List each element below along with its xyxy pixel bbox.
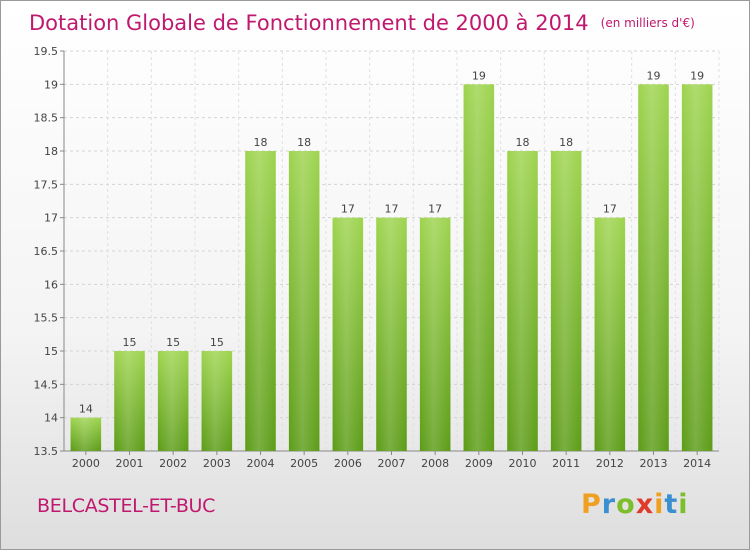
chart-title: Dotation Globale de Fonctionnement de 20… [29,7,695,39]
x-tick-label: 2014 [683,457,711,470]
bar-highlight [550,151,582,451]
bar-value-label: 18 [254,136,268,149]
x-tick-label: 2008 [421,457,449,470]
y-tick-label: 15.5 [34,312,59,325]
bar-value-label: 17 [341,203,355,216]
bar-labels: 14 15 15 15 18 18 17 17 17 19 18 18 17 19 19 [79,69,704,415]
y-tick-label: 16 [44,278,58,291]
logo-letter: o [616,489,636,520]
bar-value-label: 18 [559,136,573,149]
y-tick-label: 13.5 [34,445,59,458]
x-tick-label: 2012 [596,457,624,470]
y-tick-label: 19 [44,78,58,91]
bar-value-label: 19 [647,69,661,82]
bar-highlight [507,151,538,451]
y-tick-label: 17 [44,212,58,225]
bar-value-label: 15 [123,336,137,349]
x-tick-label: 2004 [247,457,275,470]
chart-subtitle: (en milliers d'€) [600,16,695,30]
logo-letter: P [581,489,602,520]
y-tick-label: 18 [44,145,58,158]
bar-value-label: 15 [210,336,224,349]
bar-highlight [157,351,189,451]
bar-value-label: 17 [428,203,442,216]
x-tick-label: 2009 [465,457,493,470]
x-tick-label: 2000 [72,457,100,470]
bar-highlight [419,217,451,451]
x-tick-label: 2002 [159,457,187,470]
bar-highlight [201,351,233,451]
bar-highlight [114,351,145,451]
logo-letter: i [678,489,689,520]
logo-letter: r [601,489,617,520]
bars [70,84,713,451]
x-tick-label: 2003 [203,457,231,470]
chart-title-text: Dotation Globale de Fonctionnement de 20… [29,11,589,35]
logo-letter: x [635,489,655,520]
y-tick-label: 16.5 [34,245,59,258]
y-tick-label: 17.5 [34,178,59,191]
bar-value-label: 14 [79,403,93,416]
x-tick-label: 2001 [116,457,144,470]
bar-highlight [638,84,669,451]
x-tick-label: 2010 [509,457,537,470]
y-tick-label: 15 [44,345,58,358]
bar-value-label: 19 [472,69,486,82]
bar-highlight [245,151,276,451]
bar-value-label: 18 [516,136,530,149]
bar-value-label: 17 [385,203,399,216]
logo-letter: i [654,489,665,520]
bar-value-label: 17 [603,203,617,216]
bar-value-label: 19 [690,69,704,82]
bar-highlight [70,417,102,451]
commune-name: BELCASTEL-ET-BUC [37,495,216,517]
x-tick-label: 2006 [334,457,362,470]
bar-highlight [332,217,364,451]
bar-value-label: 15 [166,336,180,349]
y-tick-label: 19.5 [34,45,59,58]
y-tick-label: 14.5 [34,378,59,391]
bar-value-label: 18 [297,136,311,149]
bar-highlight [463,84,495,451]
x-tick-label: 2013 [640,457,668,470]
y-tick-label: 14 [44,412,58,425]
logo-letter: t [664,489,679,520]
x-tick-label: 2005 [290,457,318,470]
bar-highlight [288,151,320,451]
y-tick-label: 18.5 [34,112,59,125]
bar-highlight [376,217,407,451]
x-tick-label: 2011 [552,457,580,470]
proxiti-logo: Proxiti [581,489,689,520]
bar-highlight [681,84,713,451]
bar-highlight [594,217,626,451]
x-tick-label: 2007 [378,457,406,470]
